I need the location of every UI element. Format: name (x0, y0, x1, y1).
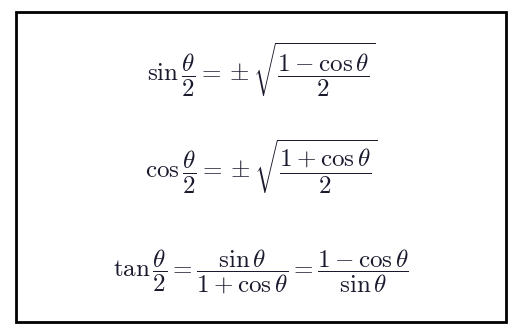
Text: $\cos\dfrac{\theta}{2} = \pm\sqrt{\dfrac{1 + \cos\theta}{2}}$: $\cos\dfrac{\theta}{2} = \pm\sqrt{\dfrac… (145, 138, 377, 196)
Text: $\sin\dfrac{\theta}{2} = \pm\sqrt{\dfrac{1 - \cos\theta}{2}}$: $\sin\dfrac{\theta}{2} = \pm\sqrt{\dfrac… (147, 41, 375, 100)
Text: $\tan\dfrac{\theta}{2} = \dfrac{\sin\theta}{1 + \cos\theta} = \dfrac{1 - \cos\th: $\tan\dfrac{\theta}{2} = \dfrac{\sin\the… (113, 247, 409, 296)
FancyBboxPatch shape (16, 12, 506, 322)
